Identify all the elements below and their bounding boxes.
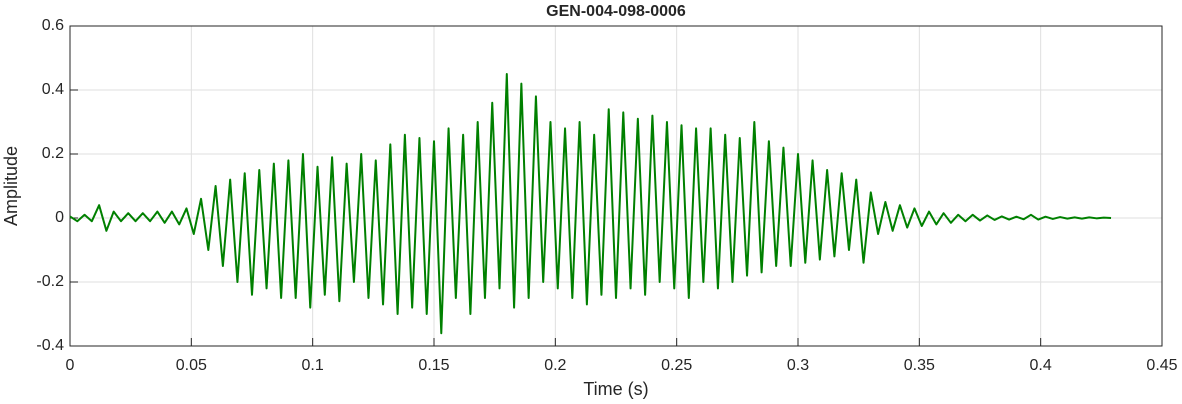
x-tick-label: 0.3	[787, 357, 809, 374]
x-axis-label: Time (s)	[583, 379, 648, 399]
y-tick-label: 0.4	[42, 81, 64, 98]
y-tick-label: 0.2	[42, 145, 64, 162]
x-tick-label: 0.45	[1146, 357, 1177, 374]
y-tick-label: 0.6	[42, 17, 64, 34]
x-tick-label: 0.05	[176, 357, 207, 374]
x-tick-label: 0	[66, 357, 75, 374]
x-tick-label: 0.4	[1030, 357, 1052, 374]
waveform-line	[69, 73, 1112, 335]
y-tick-label: 0	[55, 209, 64, 226]
y-tick-label: -0.2	[36, 273, 64, 290]
x-tick-label: 0.2	[544, 357, 566, 374]
x-tick-label: 0.35	[904, 357, 935, 374]
y-axis-label: Amplitude	[1, 146, 21, 226]
y-tick-label: -0.4	[36, 337, 64, 354]
x-tick-label: 0.25	[661, 357, 692, 374]
x-tick-label: 0.15	[418, 357, 449, 374]
plot-frame	[69, 25, 1163, 347]
chart-title: GEN-004-098-0006	[546, 3, 686, 20]
x-tick-label: 0.1	[302, 357, 324, 374]
